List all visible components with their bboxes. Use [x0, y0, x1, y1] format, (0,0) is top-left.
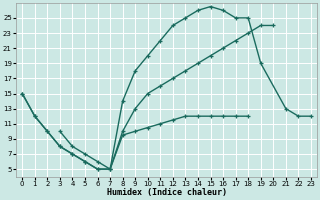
- X-axis label: Humidex (Indice chaleur): Humidex (Indice chaleur): [107, 188, 227, 197]
